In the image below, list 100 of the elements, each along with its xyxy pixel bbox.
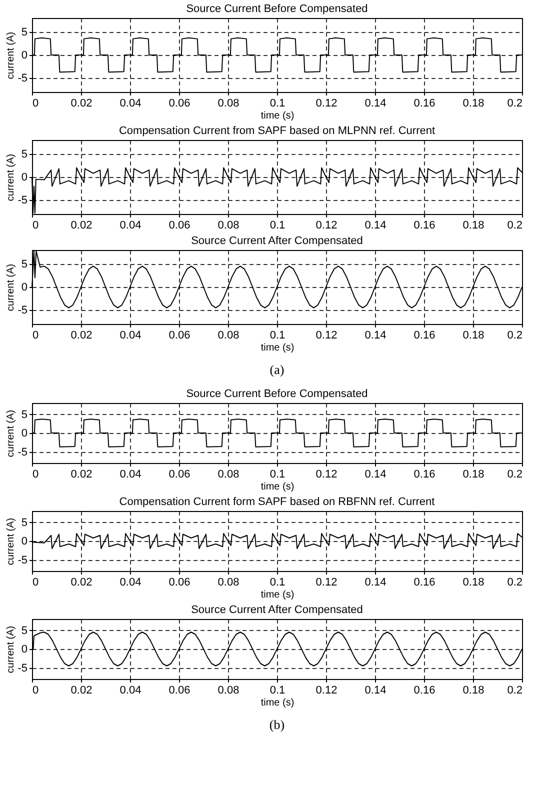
y-tick-label: 0	[21, 428, 28, 440]
x-tick-label: 0.14	[364, 468, 386, 480]
x-tick-label: 0.08	[218, 98, 240, 110]
chart-title: Source Current Before Compensated	[186, 3, 368, 15]
x-tick-label: 0.2	[507, 576, 522, 588]
x-tick-label: 0.12	[316, 220, 338, 232]
x-tick-label: 0.18	[462, 468, 484, 480]
y-tick-label: 5	[21, 148, 28, 160]
x-tick-label: 0.18	[462, 684, 484, 696]
y-axis-title: current (A)	[6, 264, 17, 312]
y-tick-label: 0	[21, 172, 28, 184]
x-tick-label: 0.14	[364, 576, 386, 588]
x-tick-label: 0.12	[316, 684, 338, 696]
x-tick-label: 0.08	[218, 684, 240, 696]
y-tick-label: -5	[18, 554, 28, 566]
x-tick-label: 0	[32, 576, 39, 588]
x-tick-label: 0.12	[316, 576, 338, 588]
x-tick-label: 0.2	[507, 684, 522, 696]
x-tick-label: 0.16	[414, 684, 436, 696]
y-tick-label: -5	[18, 72, 28, 85]
x-tick-label: 0.18	[462, 98, 484, 110]
x-tick-label: 0.04	[120, 98, 142, 110]
x-tick-label: 0.2	[507, 98, 522, 110]
x-tick-label: 0.06	[168, 684, 190, 696]
x-tick-label: 0.18	[462, 330, 484, 342]
y-tick-label: 0	[21, 536, 28, 548]
x-tick-label: 0.08	[218, 468, 240, 480]
y-tick-label: -5	[18, 304, 28, 317]
x-tick-label: 0.12	[316, 98, 338, 110]
x-tick-label: 0.1	[270, 576, 286, 588]
x-axis-title: time (s)	[260, 590, 294, 600]
x-tick-label: 0.2	[507, 468, 522, 480]
text: (b)	[269, 717, 285, 732]
y-tick-label: 5	[21, 624, 28, 637]
y-tick-label: 5	[21, 26, 28, 38]
y-tick-label: -5	[18, 446, 28, 458]
x-tick-label: 0.04	[120, 576, 142, 588]
x-tick-label: 0.04	[120, 220, 142, 232]
chart-title: Compensation Current from SAPF based on MLPNN ref. Current	[118, 125, 436, 137]
y-axis-title: current (A)	[6, 32, 17, 80]
x-tick-label: 0.02	[70, 468, 92, 480]
y-tick-label: 5	[21, 408, 28, 421]
x-tick-label: 0	[32, 98, 39, 110]
x-tick-label: 0.02	[70, 220, 92, 232]
x-tick-label: 0.2	[507, 220, 522, 232]
y-axis-title: current (A)	[6, 518, 17, 566]
x-tick-label: 0	[32, 330, 39, 342]
x-tick-label: 0.04	[120, 684, 142, 696]
x-tick-label: 0.16	[414, 98, 436, 110]
x-tick-label: 0.06	[168, 576, 190, 588]
x-tick-label: 0.04	[120, 330, 142, 342]
x-tick-label: 0.06	[168, 468, 190, 480]
x-tick-label: 0.16	[414, 576, 436, 588]
chart-title: Source Current Before Compensated	[186, 388, 368, 400]
x-axis-title: time (s)	[260, 698, 294, 708]
y-tick-label: 0	[21, 50, 28, 62]
x-tick-label: 0.06	[168, 220, 190, 232]
x-tick-label: 0.12	[316, 468, 338, 480]
text: (a)	[270, 362, 284, 377]
x-tick-label: 0	[32, 684, 39, 696]
x-tick-label: 0.16	[414, 220, 436, 232]
x-tick-label: 0.06	[168, 98, 190, 110]
x-tick-label: 0.08	[218, 220, 240, 232]
x-axis-title: time (s)	[260, 342, 294, 354]
x-tick-label: 0.1	[270, 220, 286, 232]
x-tick-label: 0.14	[364, 684, 386, 696]
x-tick-label: 0.2	[507, 330, 522, 342]
y-tick-label: -5	[18, 194, 28, 207]
x-tick-label: 0.08	[218, 330, 240, 342]
x-tick-label: 0.02	[70, 576, 92, 588]
x-tick-label: 0.1	[270, 468, 286, 480]
y-tick-label: 5	[21, 516, 28, 529]
x-tick-label: 0	[32, 468, 39, 480]
x-tick-label: 0.1	[270, 684, 286, 696]
x-tick-label: 0.16	[414, 468, 436, 480]
y-tick-label: 0	[21, 644, 28, 656]
x-tick-label: 0.02	[70, 98, 92, 110]
y-axis-title: current (A)	[6, 410, 17, 458]
x-tick-label: 0.06	[168, 330, 190, 342]
x-tick-label: 0.02	[70, 684, 92, 696]
x-tick-label: 0.04	[120, 468, 142, 480]
x-tick-label: 0.18	[462, 576, 484, 588]
x-tick-label: 0.14	[364, 330, 386, 342]
y-axis-title: current (A)	[6, 626, 17, 674]
x-tick-label: 0.18	[462, 220, 484, 232]
x-tick-label: 0.16	[414, 330, 436, 342]
x-axis-title: time (s)	[260, 110, 294, 122]
x-tick-label: 0	[32, 220, 39, 232]
x-tick-label: 0.1	[270, 330, 286, 342]
chart-title: Source Current After Compensated	[191, 235, 363, 247]
x-tick-label: 0.14	[364, 98, 386, 110]
chart-title: Compensation Current form SAPF based on RBFNN ref. Current	[119, 496, 435, 508]
x-tick-label: 0.1	[270, 98, 286, 110]
y-axis-title: current (A)	[6, 154, 17, 202]
chart-title: Source Current After Compensated	[191, 604, 363, 616]
x-tick-label: 0.12	[316, 330, 338, 342]
y-tick-label: 5	[21, 258, 28, 270]
y-tick-label: -5	[18, 662, 28, 674]
x-tick-label: 0.14	[364, 220, 386, 232]
x-tick-label: 0.08	[218, 576, 240, 588]
